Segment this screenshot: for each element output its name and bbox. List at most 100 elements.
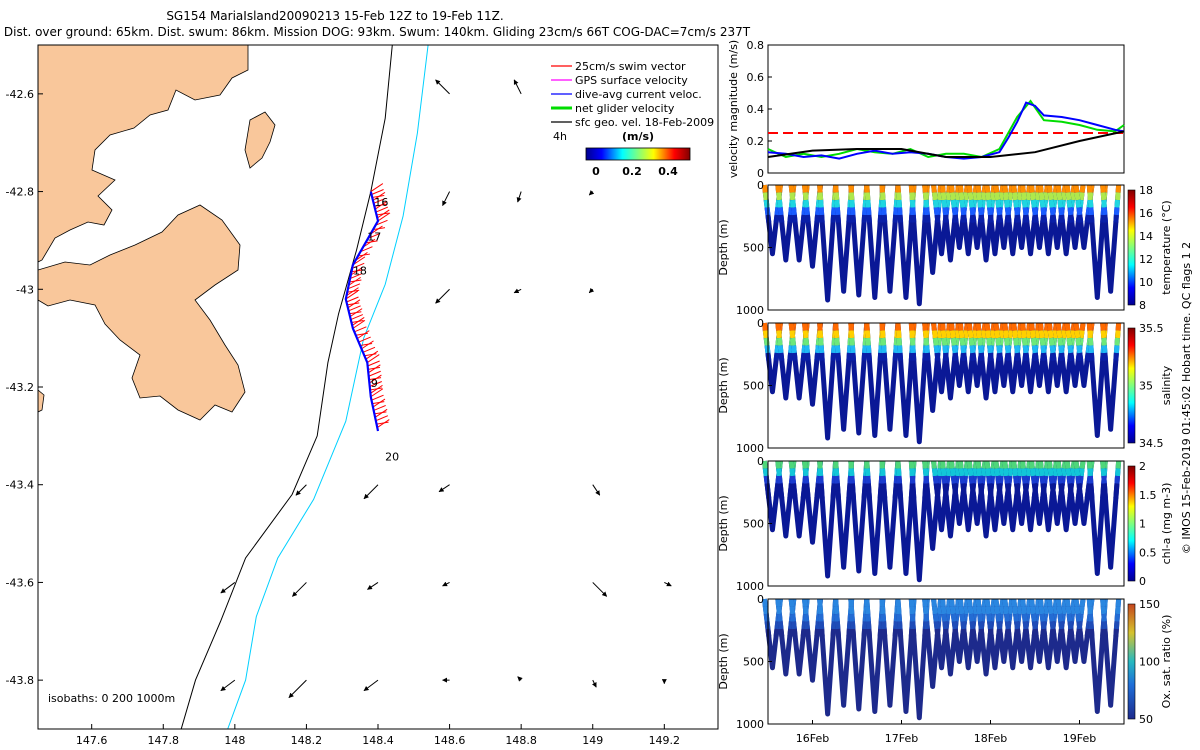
swim-vector (348, 276, 361, 286)
dive-surface-segment (976, 192, 983, 201)
dive-surface-segment (989, 468, 996, 477)
dive-surface-segment (908, 184, 915, 193)
dive-surface-segment (922, 330, 929, 339)
dive-surface-segment (995, 337, 1002, 346)
dive-surface-segment (1101, 207, 1108, 216)
dive-surface-segment (949, 468, 956, 477)
dive-surface-segment (945, 192, 952, 201)
dive-profile (817, 598, 839, 717)
dive-surface-segment (774, 483, 781, 492)
dive-surface-segment (970, 352, 977, 361)
dive-surface-segment (994, 330, 1001, 339)
dive-surface-segment (987, 621, 993, 630)
dive-surface-segment (1057, 475, 1064, 484)
dive-surface-segment (977, 345, 984, 354)
swim-vector (365, 350, 379, 360)
dive-surface-segment (989, 330, 996, 339)
swim-vector (377, 212, 391, 222)
dive-surface-segment (1079, 322, 1086, 331)
dive-surface-segment (881, 207, 887, 216)
swim-vector (372, 398, 386, 408)
dive-surface-segment (1059, 214, 1065, 223)
dive-surface-segment (985, 468, 992, 477)
dive-surface-segment (962, 468, 969, 477)
day-label: 18 (353, 265, 367, 278)
dive-surface-segment (1034, 192, 1041, 201)
dive-surface-segment (1028, 598, 1035, 607)
dive-surface-segment (1079, 184, 1086, 193)
dive-surface-segment (1004, 337, 1010, 346)
dive-surface-segment (968, 337, 975, 346)
velocity-series-line (767, 130, 1125, 158)
dive-surface-segment (1115, 322, 1122, 331)
dive-surface-segment (984, 184, 991, 193)
colorbar-tick-label: 35.5 (1139, 322, 1164, 335)
dive-surface-segment (1040, 207, 1047, 216)
dive-surface-segment (880, 475, 887, 484)
dive-surface-segment (773, 214, 780, 223)
colorbar-label: Ox. sat. ratio (%) (1160, 615, 1173, 709)
dive-surface-segment (817, 468, 824, 477)
dive-surface-segment (972, 606, 978, 615)
dive-surface-segment (1002, 322, 1009, 331)
dive-surface-segment (814, 490, 821, 499)
dive-surface-segment (1030, 475, 1037, 484)
dive-surface-segment (931, 468, 938, 477)
dive-surface-segment (939, 184, 946, 193)
velocity-y-ticks: 0 0.2 0.4 0.6 0.8 (747, 39, 772, 180)
dive-surface-segment (776, 613, 783, 622)
dive-surface-segment (819, 214, 825, 223)
map-xtick-label: 149 (582, 734, 603, 747)
dive-surface-segment (818, 475, 824, 484)
swim-vector (368, 370, 381, 377)
dive-surface-segment (1074, 192, 1081, 201)
dive-surface-segment (908, 598, 915, 607)
dive-surface-segment (987, 628, 994, 637)
map-colorbar (585, 147, 691, 161)
dive-surface-segment (775, 598, 782, 607)
isobath-label: isobaths: 0 200 1000m (48, 692, 175, 705)
dive-surface-segment (848, 330, 855, 339)
dive-surface-segment (1046, 460, 1053, 469)
dive-surface-segment (865, 207, 872, 216)
dive-surface-segment (985, 192, 992, 201)
dive-surface-segment (984, 598, 991, 607)
side-note: © IMOS 15-Feb-2019 01:45:02 Hobart time.… (1180, 242, 1193, 554)
land-small-island (38, 389, 45, 413)
dive-surface-segment (936, 192, 943, 201)
dive-surface-segment (802, 330, 809, 339)
geo-vector (588, 190, 595, 196)
swim-vector (350, 266, 364, 276)
legend-swim: 25cm/s swim vector (575, 60, 686, 73)
dive-surface-segment (775, 322, 782, 331)
dive-surface-segment (1023, 352, 1030, 361)
dive-surface-segment (936, 468, 943, 477)
dive-surface-segment (969, 621, 976, 630)
dive-surface-segment (893, 483, 899, 492)
dive-surface-segment (1060, 192, 1067, 201)
dive-surface-segment (980, 468, 987, 477)
dive-profile (817, 184, 839, 303)
dive-surface-segment (831, 483, 837, 492)
dive-surface-segment (961, 628, 968, 637)
dive-surface-segment (1079, 598, 1086, 607)
dive-surface-segment (940, 192, 947, 201)
dive-surface-segment (1043, 468, 1049, 477)
dive-surface-segment (1020, 322, 1026, 331)
dive-surface-segment (880, 468, 886, 477)
dive-surface-segment (958, 192, 965, 201)
dive-surface-segment (1087, 330, 1093, 339)
dive-surface-segment (1047, 192, 1054, 201)
dive-surface-segment (778, 490, 785, 499)
dive-surface-segment (1050, 352, 1057, 361)
dive-surface-segment (773, 628, 780, 637)
dive-surface-segment (994, 192, 1001, 201)
dive-surface-segment (998, 192, 1005, 201)
dive-surface-segment (1100, 184, 1106, 193)
dive-surface-segment (1059, 628, 1065, 637)
dive-surface-segment (1102, 628, 1108, 637)
dive-surface-segment (1002, 460, 1009, 469)
swim-vector (347, 283, 361, 290)
dive-surface-segment (931, 460, 937, 469)
dive-surface-segment (1075, 475, 1082, 484)
